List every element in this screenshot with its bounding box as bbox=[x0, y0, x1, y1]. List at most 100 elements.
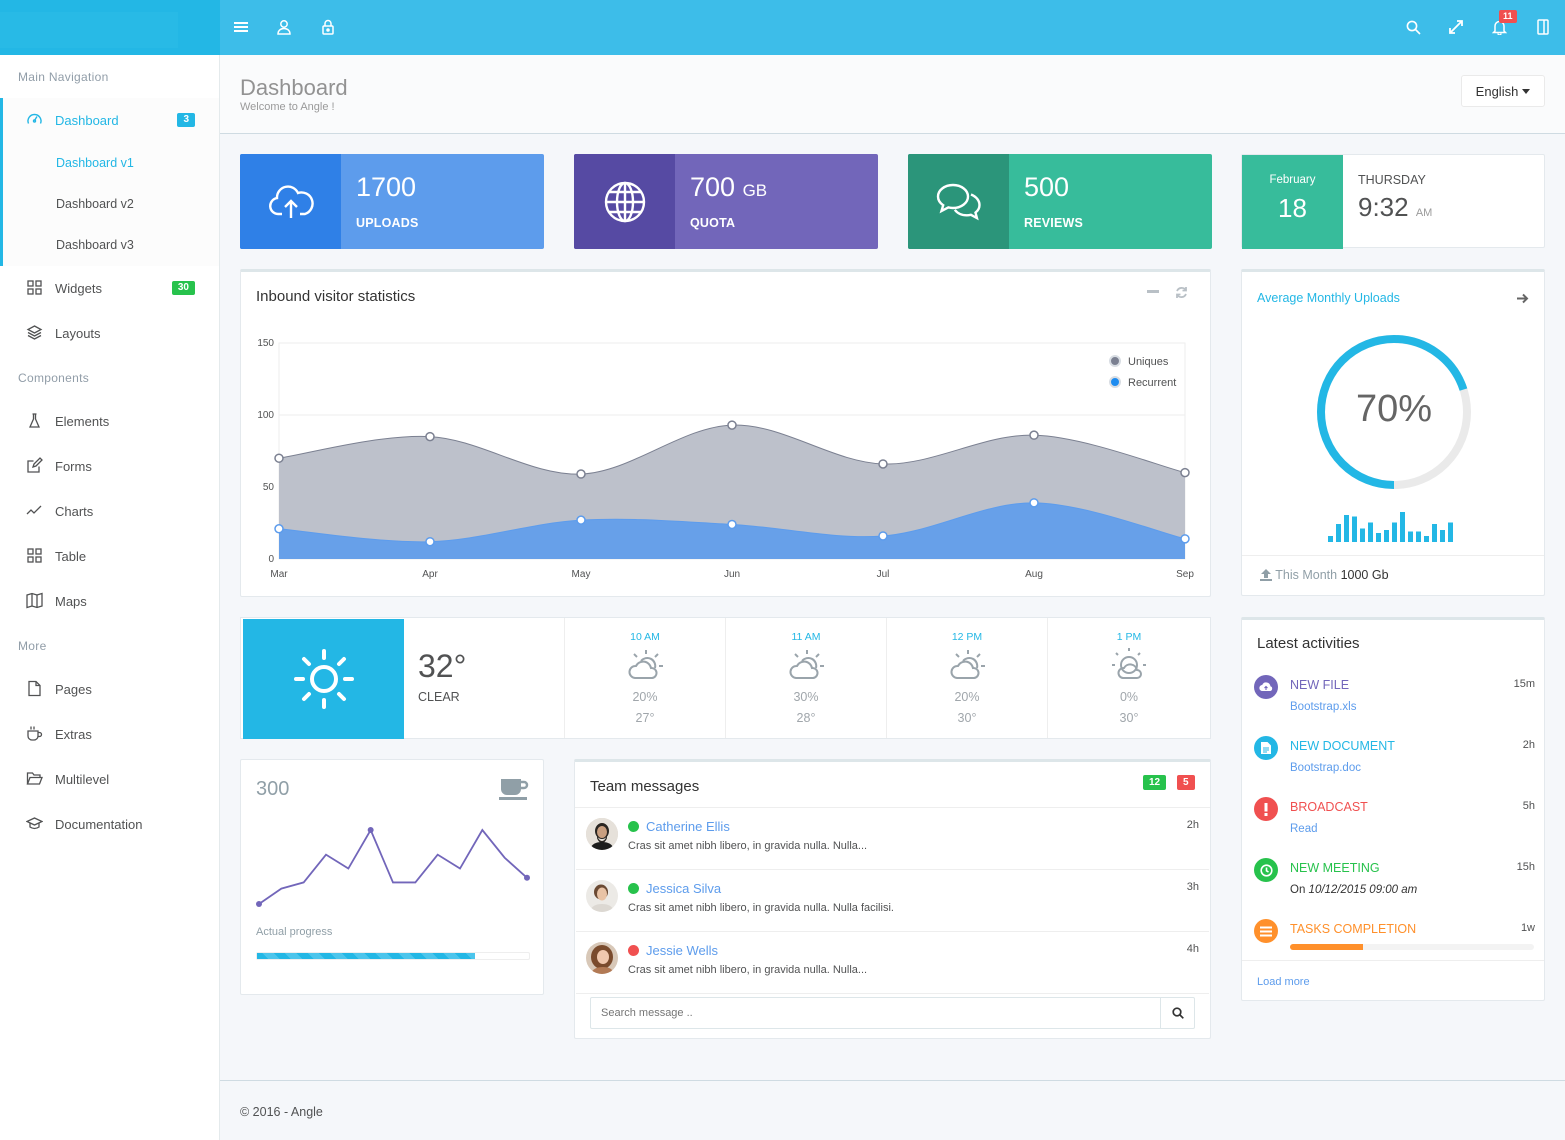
forecast-temp: 30° bbox=[1119, 711, 1139, 725]
dashboard-badge: 3 bbox=[177, 113, 195, 127]
forecast-rain-pct: 20% bbox=[954, 690, 980, 704]
activity-icon bbox=[1254, 797, 1278, 821]
upload-icon bbox=[1260, 569, 1272, 581]
document-icon bbox=[1261, 742, 1271, 754]
activity-title: NEW MEETING bbox=[1290, 861, 1380, 875]
stat-card-uploads: 1700 UPLOADS bbox=[240, 154, 544, 249]
message-sender[interactable]: Jessica Silva bbox=[646, 881, 722, 896]
date-month: February bbox=[1269, 174, 1316, 186]
sidebar-item-label: Elements bbox=[55, 413, 110, 429]
sidebar-item-table[interactable]: Table bbox=[0, 534, 219, 578]
forecast-rain-pct: 0% bbox=[1119, 690, 1139, 704]
sidebar-item-multilevel[interactable]: Multilevel bbox=[0, 757, 219, 801]
forecast-rain-pct: 30% bbox=[793, 690, 819, 704]
activity-link[interactable]: Read bbox=[1290, 823, 1318, 835]
activity-new-document[interactable]: NEW DOCUMENT Bootstrap.doc 2h bbox=[1254, 736, 1535, 796]
cloud-upload-icon bbox=[268, 184, 314, 218]
data-point bbox=[576, 515, 586, 525]
sidebar-item-extras[interactable]: Extras bbox=[0, 712, 219, 756]
message-search-button[interactable] bbox=[1160, 998, 1194, 1028]
message-time: 3h bbox=[1186, 881, 1199, 893]
forecast-temp: 27° bbox=[635, 711, 655, 725]
stat-icon-area bbox=[908, 154, 1009, 249]
date-widget: February 18 THURSDAY 9:32 AM bbox=[1241, 154, 1545, 249]
avatar bbox=[586, 880, 618, 912]
fullscreen-icon[interactable] bbox=[1445, 16, 1467, 38]
lock-icon[interactable] bbox=[317, 16, 339, 38]
activity-icon bbox=[1254, 919, 1278, 943]
activity-link[interactable]: Bootstrap.xls bbox=[1290, 701, 1357, 713]
language-dropdown[interactable]: English bbox=[1461, 75, 1545, 107]
sidebar-item-label: Extras bbox=[55, 726, 92, 742]
activity-new-meeting[interactable]: NEW MEETING On 10/12/2015 09:00 am 15h bbox=[1254, 858, 1535, 918]
activity-new-file[interactable]: NEW FILE Bootstrap.xls 15m bbox=[1254, 675, 1535, 735]
stat-icon-area bbox=[240, 154, 341, 249]
footer-text: © 2016 - Angle bbox=[240, 1105, 323, 1119]
legend-marker bbox=[1109, 376, 1121, 388]
forecast-time: 12 PM bbox=[951, 631, 983, 643]
stat-card-quota: 700 GB QUOTA bbox=[574, 154, 878, 249]
top-navbar: 11 bbox=[0, 0, 1565, 55]
sidebar-item-maps[interactable]: Maps bbox=[0, 579, 219, 623]
upload-sparkbars bbox=[1328, 512, 1453, 542]
message-row[interactable]: Jessie Wells Cras sit amet nibh libero, … bbox=[576, 932, 1209, 994]
activity-broadcast[interactable]: BROADCAST Read 5h bbox=[1254, 797, 1535, 857]
sidebar-item-dashboard[interactable]: Dashboard 3 bbox=[0, 98, 219, 142]
activity-time: 15h bbox=[1516, 861, 1535, 873]
sidebar-item-elements[interactable]: Elements bbox=[0, 399, 219, 443]
spark-bar bbox=[1392, 522, 1397, 542]
activity-time: 2h bbox=[1522, 739, 1535, 751]
refresh-icon[interactable] bbox=[1175, 286, 1188, 299]
avatar bbox=[586, 942, 618, 974]
cloud-upload-icon bbox=[1259, 682, 1273, 692]
load-more-link[interactable]: Load more bbox=[1257, 976, 1310, 988]
message-search-input[interactable] bbox=[591, 998, 1161, 1028]
message-sender[interactable]: Jessie Wells bbox=[646, 943, 719, 958]
sidebar-item-widgets[interactable]: Widgets 30 bbox=[0, 266, 219, 310]
arrow-right-icon[interactable] bbox=[1517, 293, 1529, 304]
status-dot bbox=[628, 945, 639, 956]
progress-widget: 300 Actual progress bbox=[240, 759, 544, 995]
sidebar-item-label: Charts bbox=[55, 503, 94, 519]
offsidebar-toggle-icon[interactable] bbox=[1532, 16, 1554, 38]
message-preview: Cras sit amet nibh libero, in gravida nu… bbox=[628, 902, 894, 914]
x-tick-label: Apr bbox=[422, 569, 438, 580]
sidebar-subitem-dashboard-v1[interactable]: Dashboard v1 bbox=[56, 156, 134, 170]
weather-main bbox=[243, 619, 404, 739]
activity-link[interactable]: Bootstrap.doc bbox=[1290, 762, 1361, 774]
visitor-chart[interactable]: 0 50 100 150 Mar Apr May Jun Jul Aug Sep Uniques Rec… bbox=[241, 312, 1210, 597]
sidebar-item-layouts[interactable]: Layouts bbox=[0, 311, 219, 355]
user-icon[interactable] bbox=[273, 16, 295, 38]
search-icon[interactable] bbox=[1402, 16, 1424, 38]
x-tick-label: Jun bbox=[724, 569, 740, 580]
forecast-1pm: 1 PM 0% 30° bbox=[1047, 618, 1210, 738]
sidebar-subitem-dashboard-v2[interactable]: Dashboard v2 bbox=[56, 197, 134, 211]
panel-title: Latest activities bbox=[1257, 635, 1360, 652]
message-sender[interactable]: Catherine Ellis bbox=[646, 819, 730, 834]
sidebar-subitem-dashboard-v3[interactable]: Dashboard v3 bbox=[56, 238, 134, 252]
menu-toggle-icon[interactable] bbox=[230, 16, 252, 38]
activity-tasks-completion[interactable]: TASKS COMPLETION 1w bbox=[1254, 919, 1535, 979]
sidebar-item-pages[interactable]: Pages bbox=[0, 667, 219, 711]
message-row[interactable]: Catherine Ellis Cras sit amet nibh liber… bbox=[576, 808, 1209, 870]
series-area bbox=[279, 502, 1185, 559]
sidebar-item-label: Multilevel bbox=[55, 771, 110, 787]
forecast-temp: 30° bbox=[957, 711, 977, 725]
sidebar-item-forms[interactable]: Forms bbox=[0, 444, 219, 488]
forecast-time: 10 AM bbox=[630, 631, 660, 643]
message-row[interactable]: Jessica Silva Cras sit amet nibh libero,… bbox=[576, 870, 1209, 932]
sidebar-item-charts[interactable]: Charts bbox=[0, 489, 219, 533]
brand-area[interactable] bbox=[0, 0, 220, 55]
sidebar-item-label: Widgets bbox=[55, 280, 102, 296]
sidebar-item-label: Layouts bbox=[55, 325, 101, 341]
status-dot bbox=[628, 883, 639, 894]
panel-title[interactable]: Average Monthly Uploads bbox=[1257, 291, 1400, 305]
stat-value: 500 bbox=[1024, 172, 1070, 202]
sidebar-item-documentation[interactable]: Documentation bbox=[0, 802, 219, 846]
clock-icon bbox=[1259, 863, 1273, 877]
nav-heading-components: Components bbox=[18, 371, 90, 385]
date-time: 9:32 AM bbox=[1358, 192, 1433, 222]
minus-icon[interactable] bbox=[1147, 290, 1159, 294]
data-point bbox=[274, 524, 284, 534]
message-preview: Cras sit amet nibh libero, in gravida nu… bbox=[628, 964, 868, 976]
